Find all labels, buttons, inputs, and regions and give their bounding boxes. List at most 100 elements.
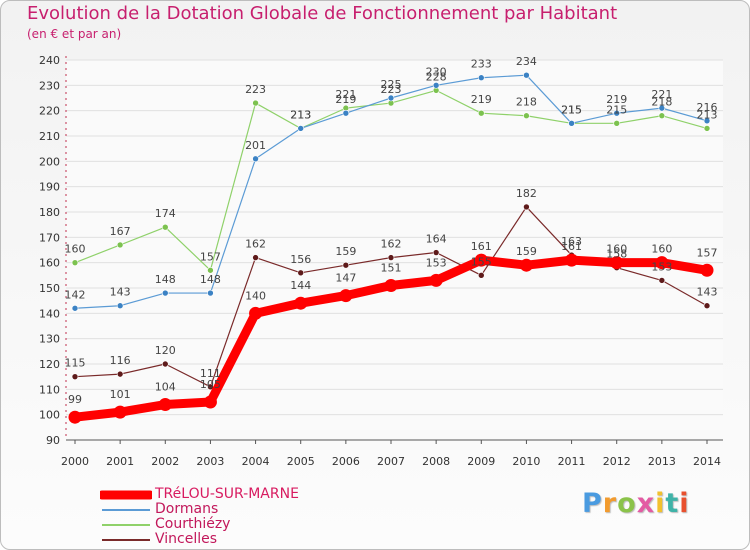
logo-letter: i	[679, 488, 690, 519]
x-tick-label: 2001	[106, 455, 134, 468]
logo-letter: P	[582, 488, 603, 519]
data-label-courthi-zy: 219	[471, 93, 492, 106]
y-tick-label: 120	[39, 358, 60, 371]
data-label-tr-lou-sur-marne: 101	[110, 388, 131, 401]
data-point-tr-lou-sur-marne	[700, 263, 714, 277]
data-label-courthi-zy: 167	[110, 225, 131, 238]
data-label-dormans: 230	[426, 65, 447, 78]
data-point-courthi-zy	[658, 112, 666, 120]
data-label-vincelles: 153	[651, 260, 672, 273]
data-label-dormans: 201	[245, 139, 266, 152]
data-point-dormans	[116, 302, 124, 310]
data-label-dormans: 148	[200, 273, 221, 286]
x-tick-label: 2002	[151, 455, 179, 468]
data-label-courthi-zy: 218	[516, 96, 537, 109]
data-label-dormans: 225	[381, 78, 402, 91]
data-label-dormans: 148	[155, 273, 176, 286]
legend-swatch-dormans	[102, 509, 150, 511]
data-point-dormans	[71, 304, 79, 312]
data-label-tr-lou-sur-marne: 157	[697, 246, 718, 259]
data-point-courthi-zy	[477, 109, 485, 117]
data-label-vincelles: 158	[606, 248, 627, 261]
x-tick-label: 2014	[693, 455, 721, 468]
data-point-courthi-zy	[252, 99, 259, 107]
y-tick-label: 140	[39, 307, 60, 320]
data-point-tr-lou-sur-marne	[113, 405, 127, 419]
data-label-dormans: 219	[606, 93, 627, 106]
y-tick-label: 210	[39, 130, 60, 143]
x-tick-label: 2008	[422, 455, 450, 468]
data-label-dormans: 215	[561, 103, 582, 116]
data-point-dormans	[387, 94, 395, 102]
data-label-vincelles: 163	[561, 235, 582, 248]
logo-letter: i	[655, 488, 666, 519]
legend-label-dormans: Dormans	[155, 501, 219, 517]
y-tick-label: 110	[39, 383, 60, 396]
data-label-dormans: 143	[110, 286, 131, 299]
data-point-tr-lou-sur-marne	[249, 306, 263, 320]
data-label-courthi-zy: 215	[561, 103, 582, 116]
data-point-vincelles	[477, 272, 485, 279]
data-point-tr-lou-sur-marne	[519, 258, 533, 272]
data-label-dormans: 233	[471, 58, 492, 71]
y-tick-label: 230	[39, 79, 60, 92]
data-point-courthi-zy	[523, 112, 530, 120]
data-point-tr-lou-sur-marne	[203, 395, 217, 409]
x-tick-label: 2007	[377, 455, 405, 468]
data-point-tr-lou-sur-marne	[158, 398, 172, 412]
data-label-tr-lou-sur-marne: 161	[561, 240, 582, 253]
data-point-tr-lou-sur-marne	[68, 410, 82, 424]
data-point-dormans	[523, 71, 530, 79]
x-tick-label: 2009	[467, 455, 495, 468]
data-label-tr-lou-sur-marne: 160	[651, 243, 672, 256]
data-label-courthi-zy: 223	[381, 83, 402, 96]
data-point-vincelles	[297, 269, 305, 277]
x-tick-label: 2006	[332, 455, 360, 468]
x-tick-label: 2013	[648, 455, 676, 468]
data-point-tr-lou-sur-marne	[429, 273, 443, 287]
data-label-vincelles: 155	[471, 255, 492, 268]
y-tick-label: 180	[39, 206, 60, 219]
y-tick-label: 100	[39, 409, 60, 422]
data-point-dormans	[342, 109, 350, 117]
data-label-tr-lou-sur-marne: 153	[426, 256, 447, 269]
legend-swatch-vincelles	[102, 539, 150, 541]
axes: 90 100 110 120 130 140 150 160 170 180 190 200 210 22…	[39, 54, 723, 468]
data-label-courthi-zy: 228	[426, 70, 447, 83]
data-point-courthi-zy	[613, 120, 621, 127]
data-label-vincelles: 143	[697, 286, 718, 299]
data-label-tr-lou-sur-marne: 105	[200, 378, 221, 391]
x-tick-label: 2011	[558, 455, 586, 468]
data-point-vincelles	[658, 277, 666, 284]
data-point-dormans	[568, 120, 575, 127]
data-point-dormans	[207, 289, 214, 297]
data-label-courthi-zy: 215	[606, 103, 627, 116]
x-tick-label: 2005	[287, 455, 315, 468]
data-label-dormans: 221	[651, 88, 672, 101]
data-point-dormans	[658, 104, 666, 112]
data-label-courthi-zy: 213	[697, 108, 718, 121]
data-point-vincelles	[71, 373, 79, 380]
x-tick-label: 2000	[61, 455, 89, 468]
data-label-dormans: 213	[290, 108, 311, 121]
data-point-courthi-zy	[703, 125, 711, 132]
data-point-dormans	[297, 125, 305, 132]
data-point-vincelles	[703, 302, 711, 310]
logo-letter: o	[617, 488, 637, 519]
data-label-courthi-zy: 218	[651, 96, 672, 109]
y-tick-label: 200	[39, 155, 60, 168]
data-label-vincelles: 120	[155, 344, 176, 357]
data-point-courthi-zy	[71, 259, 79, 266]
data-label-dormans: 219	[335, 93, 356, 106]
data-label-tr-lou-sur-marne: 159	[516, 245, 537, 258]
data-label-tr-lou-sur-marne: 104	[155, 381, 176, 394]
logo-letter: t	[665, 488, 680, 519]
data-point-tr-lou-sur-marne	[474, 253, 488, 267]
data-point-tr-lou-sur-marne	[339, 289, 353, 303]
legend-label-trelou: TRéLOU-SUR-MARNE	[155, 486, 299, 502]
x-tick-label: 2004	[242, 455, 270, 468]
data-label-courthi-zy: 221	[335, 88, 356, 101]
data-label-vincelles: 182	[516, 187, 537, 200]
data-point-courthi-zy	[161, 223, 169, 231]
